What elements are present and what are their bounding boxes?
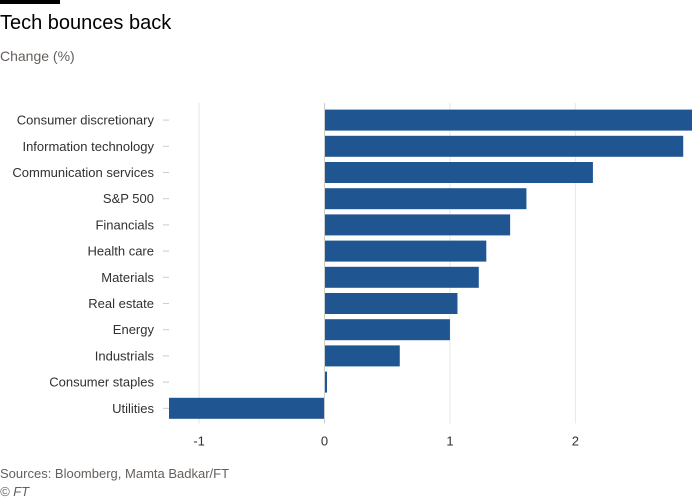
bar: [324, 109, 692, 131]
source-note: Sources: Bloomberg, Mamta Badkar/FT: [0, 466, 230, 481]
category-label: Consumer discretionary: [17, 113, 155, 128]
bar: [324, 135, 684, 157]
bar: [324, 345, 400, 367]
x-axis-ticks: -1 0 1 2: [193, 433, 579, 448]
bar: [324, 162, 593, 183]
x-tick-label: 2: [572, 433, 579, 448]
x-tick-label: 1: [446, 433, 453, 448]
bar: [169, 397, 325, 419]
copyright-note: © FT: [0, 484, 30, 499]
x-tick-label: -1: [193, 433, 205, 448]
header-rule: [0, 0, 60, 4]
category-label: Utilities: [112, 401, 154, 416]
category-label: Energy: [113, 322, 155, 337]
grid-layer: [163, 103, 576, 424]
category-label: Health care: [88, 244, 154, 259]
category-label: Financials: [95, 217, 154, 232]
bar: [324, 214, 511, 236]
category-label: Industrials: [95, 348, 155, 363]
category-label: Real estate: [88, 296, 154, 311]
bar: [324, 319, 450, 341]
category-label: Communication services: [12, 165, 154, 180]
bar-layer: [169, 109, 692, 419]
bar: [324, 266, 479, 288]
category-label: Consumer staples: [49, 375, 154, 390]
category-labels: Consumer discretionary Information techno…: [12, 113, 154, 416]
category-label: S&P 500: [103, 191, 154, 206]
chart-subtitle: Change (%): [0, 48, 75, 64]
chart-title: Tech bounces back: [0, 12, 172, 34]
x-tick-label: 0: [321, 433, 328, 448]
category-label: Materials: [101, 270, 154, 285]
category-label: Information technology: [22, 139, 154, 154]
bar: [324, 293, 458, 314]
bar: [324, 188, 527, 210]
bar: [324, 371, 328, 393]
bar: [324, 240, 487, 262]
